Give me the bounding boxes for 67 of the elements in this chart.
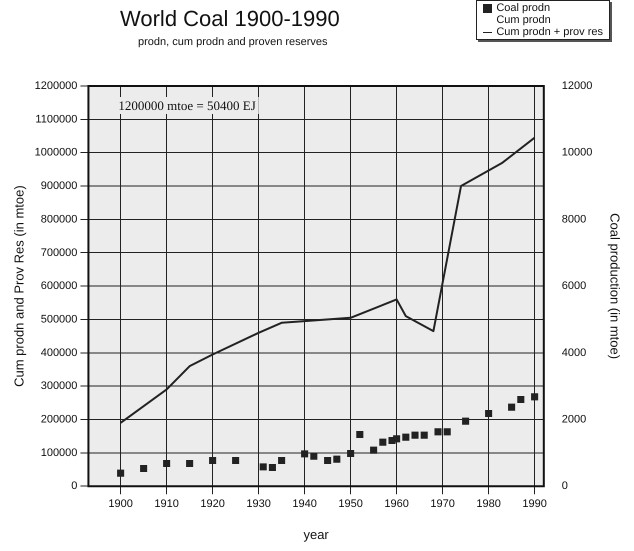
y2-axis-title: Coal production (in mtoe) — [608, 213, 623, 360]
y2-tick-label: 0 — [562, 480, 568, 492]
point — [370, 446, 378, 454]
legend-label: Coal prodn — [496, 2, 550, 14]
legend-label: Cum prodn + prov res — [496, 26, 603, 38]
y-tick-label: 400000 — [40, 346, 78, 359]
point — [324, 456, 332, 464]
y-tick-label: 0 — [71, 480, 78, 492]
y-tick-label: 200000 — [40, 414, 78, 426]
point — [393, 435, 400, 442]
x-tick-label: 1920 — [200, 498, 225, 510]
point — [420, 432, 428, 439]
point — [485, 410, 492, 418]
y-tick-label: 500000 — [40, 313, 78, 326]
y2-tick-label: 12000 — [562, 80, 592, 92]
y-tick-label: 900000 — [40, 180, 78, 192]
x-tick-label: 1950 — [338, 498, 363, 510]
y-tick-label: 1100000 — [35, 113, 78, 126]
x-tick-label: 1990 — [522, 498, 547, 510]
annotation: 1200000 mtoe = 50400 EJ — [118, 98, 256, 113]
point — [434, 428, 442, 436]
point — [278, 456, 286, 464]
chart-title: World Coal 1900-1990 — [120, 6, 340, 32]
point — [163, 460, 170, 468]
point — [444, 428, 451, 436]
point — [379, 438, 386, 446]
x-tick-label: 1980 — [476, 498, 501, 510]
x-tick-label: 1960 — [384, 498, 409, 510]
point — [209, 456, 216, 464]
text: Cum prodn — [496, 14, 551, 26]
point — [462, 418, 470, 425]
point — [117, 470, 124, 477]
point — [531, 393, 538, 400]
y-tick-label: 800000 — [40, 213, 78, 226]
x-tick-label: 1910 — [154, 498, 179, 510]
point — [402, 434, 410, 441]
chart-subtitle: prodn, cum prodn and proven reserves — [138, 36, 328, 48]
point — [347, 450, 354, 458]
point — [356, 430, 364, 438]
y-tick-label: 300000 — [40, 380, 78, 392]
y-tick-label: 1200000 — [34, 80, 78, 92]
x-axis-title: year — [303, 526, 330, 542]
point — [508, 404, 516, 411]
y-axis-title: Cum prodn and Prov Res (in mtoe) — [11, 185, 26, 387]
x-tick-label: 1940 — [292, 498, 317, 510]
point — [186, 460, 194, 468]
x-tick-label: 1930 — [246, 498, 271, 510]
point — [411, 432, 419, 439]
point — [140, 464, 148, 472]
point — [301, 450, 308, 458]
point — [232, 456, 240, 464]
y-tick-label: 600000 — [40, 280, 78, 292]
point — [517, 396, 524, 404]
y2-tick-label: 10000 — [562, 146, 592, 159]
y2-tick-label: 2000 — [562, 414, 586, 426]
y2-tick-label: 6000 — [562, 280, 586, 292]
x-tick-label: 1970 — [430, 498, 455, 510]
x-tick-label: 1900 — [108, 498, 133, 510]
y-tick-label: 1000000 — [34, 146, 78, 159]
y2-tick-label: 4000 — [562, 346, 586, 359]
point — [310, 452, 318, 460]
point — [268, 464, 276, 472]
y-tick-label: 100000 — [40, 446, 78, 459]
y2-tick-label: 8000 — [562, 213, 586, 226]
point — [260, 463, 267, 470]
point — [333, 456, 340, 463]
y-tick-label: 700000 — [40, 246, 78, 259]
